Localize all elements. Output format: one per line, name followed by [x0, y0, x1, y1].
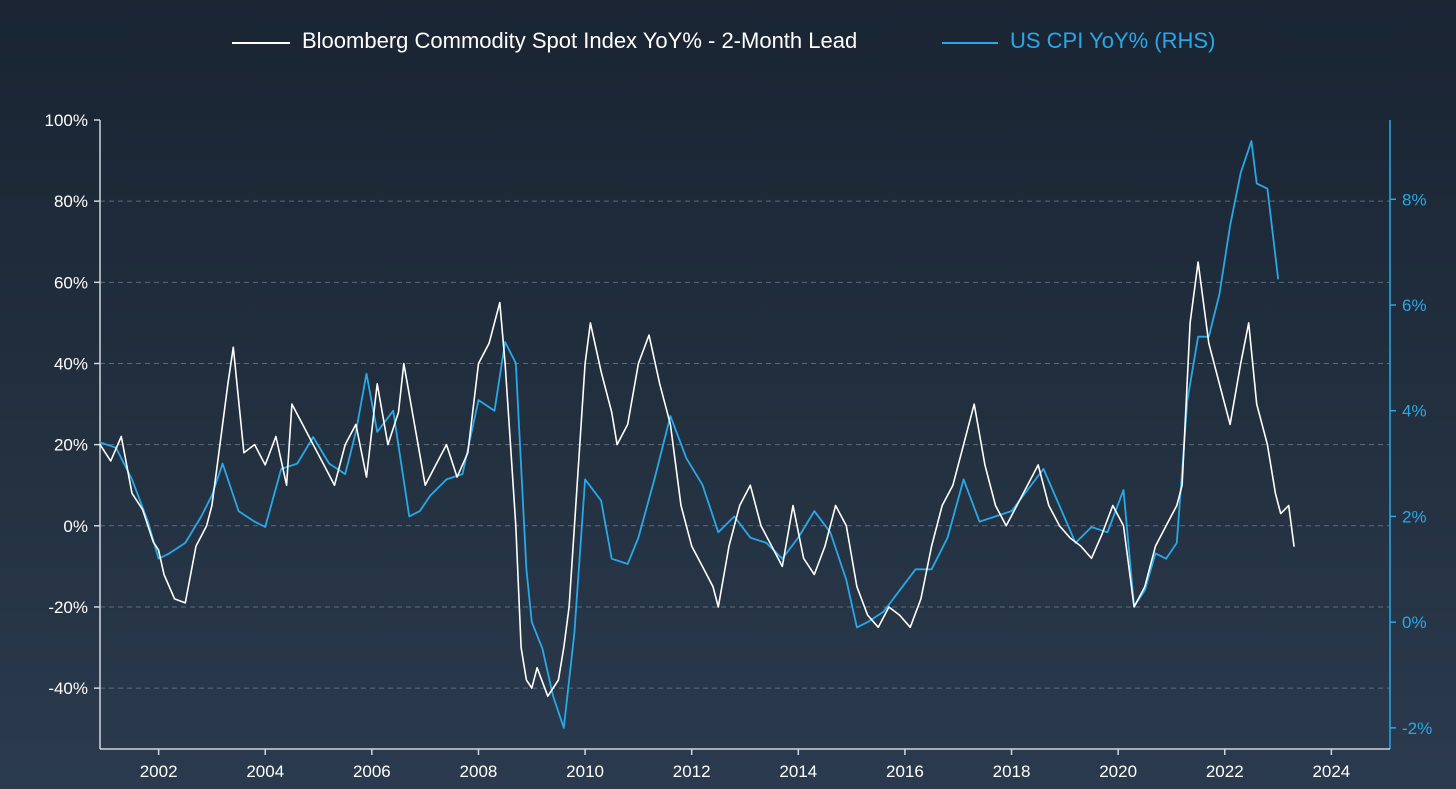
x-tick-label: 2018	[993, 762, 1031, 781]
x-tick-label: 2020	[1099, 762, 1137, 781]
right-tick-label: -2%	[1402, 719, 1432, 738]
series-layer	[99, 140, 1295, 729]
series-line-commodity	[99, 261, 1295, 698]
left-tick-label: 0%	[63, 517, 88, 536]
x-tick-label: 2022	[1206, 762, 1244, 781]
x-tick-label: 2024	[1312, 762, 1350, 781]
right-tick-label: 4%	[1402, 402, 1427, 421]
series-line-cpi	[99, 140, 1279, 729]
left-tick-label: 20%	[54, 436, 88, 455]
left-tick-label: 60%	[54, 273, 88, 292]
right-tick-label: 0%	[1402, 613, 1427, 632]
x-tick-label: 2010	[566, 762, 604, 781]
right-tick-label: 6%	[1402, 296, 1427, 315]
x-tick-label: 2012	[673, 762, 711, 781]
x-tick-label: 2002	[140, 762, 178, 781]
gridlines	[100, 200, 1390, 689]
left-axis-ticks: -40% -20% 0% 20% 40% 60% 80% 100%	[45, 111, 100, 698]
x-tick-label: 2014	[779, 762, 817, 781]
left-tick-label: 80%	[54, 192, 88, 211]
right-axis-ticks: -2% 0% 2% 4% 6% 8%	[1390, 190, 1432, 738]
x-tick-label: 2008	[460, 762, 498, 781]
right-tick-label: 8%	[1402, 190, 1427, 209]
left-tick-label: -40%	[48, 679, 88, 698]
legend-label-commodity: Bloomberg Commodity Spot Index YoY% - 2-…	[302, 28, 857, 53]
legend: Bloomberg Commodity Spot Index YoY% - 2-…	[232, 28, 1215, 53]
left-tick-label: 100%	[45, 111, 88, 130]
x-tick-label: 2016	[886, 762, 924, 781]
right-tick-label: 2%	[1402, 507, 1427, 526]
legend-label-cpi: US CPI YoY% (RHS)	[1010, 28, 1215, 53]
x-axis-ticks: 2002 2004 2006 2008 2010 2012 2014 2016 2018 2020…	[140, 749, 1350, 781]
x-tick-label: 2006	[353, 762, 391, 781]
left-tick-label: 40%	[54, 354, 88, 373]
left-tick-label: -20%	[48, 598, 88, 617]
x-tick-label: 2004	[246, 762, 284, 781]
